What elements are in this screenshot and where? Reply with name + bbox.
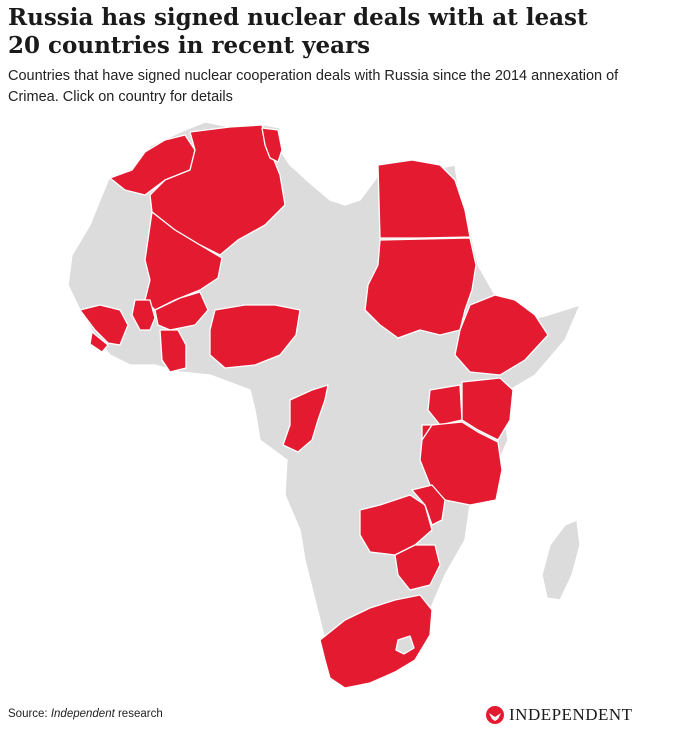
source-prefix: Source: [8,708,51,720]
lesotho [395,635,415,655]
country-south-africa[interactable] [319,594,433,689]
country-ethiopia[interactable] [454,294,549,376]
africa-map [0,110,674,700]
country-tanzania[interactable] [419,421,503,506]
country-tunisia[interactable] [261,127,283,163]
country-nigeria[interactable] [209,304,301,369]
country-cote-divoire[interactable] [159,329,187,373]
eagle-icon [486,706,504,724]
country-mali[interactable] [144,211,223,311]
country-zambia[interactable] [359,494,433,556]
country-republic-of-congo[interactable] [282,384,329,453]
country-malawi[interactable] [411,484,446,526]
country-egypt[interactable] [377,159,471,239]
source-italic: Independent [50,708,115,720]
country-guinea[interactable] [79,304,129,346]
country-sierra-leone[interactable] [89,331,109,353]
madagascar [541,519,581,601]
logo-text: INDEPENDENT [509,705,633,724]
source-note: Source: Independent research [8,708,163,720]
country-burkina-faso[interactable] [154,291,209,331]
country-kenya[interactable] [461,377,514,441]
chart-subtitle: Countries that have signed nuclear coope… [8,68,619,105]
source-suffix: research [114,708,163,720]
chart-title: Russia has signed nuclear deals with at … [8,4,588,59]
country-zimbabwe[interactable] [394,544,441,591]
independent-logo: INDEPENDENT [485,704,633,726]
country-sudan[interactable] [364,237,477,339]
country-ghana[interactable] [131,299,156,331]
